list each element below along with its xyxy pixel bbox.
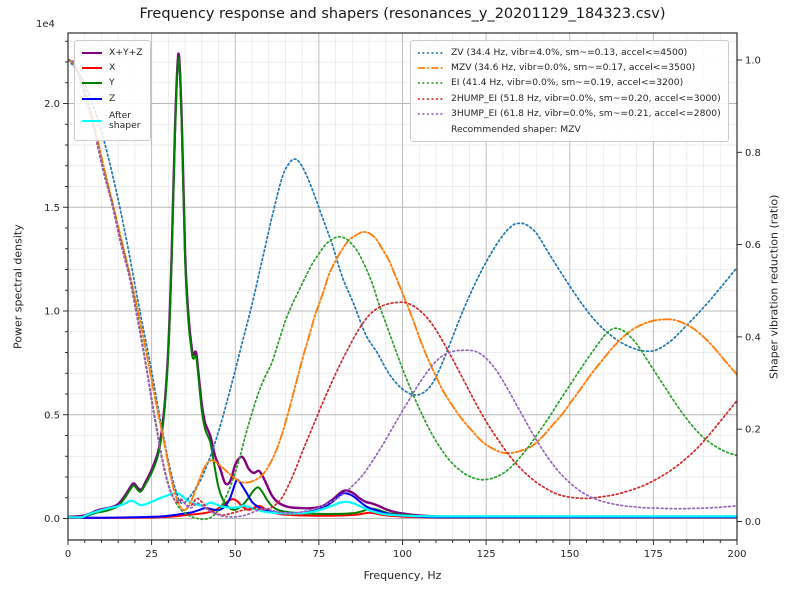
ticks <box>63 40 742 545</box>
legend-item-label: Z <box>109 92 116 104</box>
legend-line-swatch <box>82 82 102 85</box>
y-left-tick-label: 0.0 <box>44 514 60 525</box>
series-3HUMP_EI <box>68 59 737 518</box>
legend-item-label: 2HUMP_EI (51.8 Hz, vibr=0.0%, sm~=0.20, … <box>451 92 721 104</box>
legend-item-2HUMP_EI: 2HUMP_EI (51.8 Hz, vibr=0.0%, sm~=0.20, … <box>418 91 721 106</box>
legend-item-label: After shaper <box>109 109 141 132</box>
legend-line-swatch <box>82 67 102 70</box>
y-right-tick-label: 0.6 <box>745 240 761 251</box>
legend-shapers: ZV (34.4 Hz, vibr=4.0%, sm~=0.13, accel<… <box>410 40 729 143</box>
legend-item-Z: Z <box>82 91 143 106</box>
legend-item-After: After shaper <box>82 107 143 136</box>
x-axis-label: Frequency, Hz <box>363 569 442 582</box>
x-tick-label: 0 <box>65 549 71 560</box>
curves <box>68 52 737 521</box>
y-right-tick-label: 0.2 <box>745 425 761 436</box>
legend-item-X+Y+Z: X+Y+Z <box>82 45 143 60</box>
legend-dash-swatch <box>418 51 444 54</box>
y-right-tick-label: 0.8 <box>745 148 761 159</box>
series-ZV <box>68 59 737 504</box>
y-left-tick-label: 2.0 <box>44 99 60 110</box>
legend-item-EI: EI (41.4 Hz, vibr=0.0%, sm~=0.19, accel<… <box>418 76 721 91</box>
legend-dash-swatch <box>418 97 444 100</box>
recommended-shaper-label: Recommended shaper: MZV <box>451 123 581 135</box>
legend-item-X: X <box>82 60 143 75</box>
legend-item-recommended-shaper: Recommended shaper: MZV <box>418 122 721 137</box>
legend-line-swatch <box>82 51 102 54</box>
legend-item-label: ZV (34.4 Hz, vibr=4.0%, sm~=0.13, accel<… <box>451 46 688 58</box>
legend-dash-swatch <box>418 82 444 85</box>
legend-item-label: EI (41.4 Hz, vibr=0.0%, sm~=0.19, accel<… <box>451 77 684 89</box>
tick-labels: 0 25 50 75 100 125 150 175 200 0.0 0.5 1.0 1.5 2.0 0.0… <box>44 56 761 561</box>
y-right-tick-label: 0.0 <box>745 517 761 528</box>
legend-line-swatch <box>82 120 102 123</box>
y-right-tick-label: 1.0 <box>745 56 761 67</box>
legend-item-Y: Y <box>82 76 143 91</box>
series-Y <box>68 56 737 519</box>
x-tick-label: 125 <box>477 549 496 560</box>
legend-item-label: 3HUMP_EI (61.8 Hz, vibr=0.0%, sm~=0.21, … <box>451 108 721 120</box>
legend-line-swatch <box>82 97 102 100</box>
x-tick-label: 75 <box>313 549 326 560</box>
page-title: Frequency response and shapers (resonanc… <box>139 6 666 22</box>
legend-item-MZV: MZV (34.6 Hz, vibr=0.0%, sm~=0.17, accel… <box>418 60 721 75</box>
legend-item-label: Y <box>109 77 115 89</box>
legend-item-3HUMP_EI: 3HUMP_EI (61.8 Hz, vibr=0.0%, sm~=0.21, … <box>418 107 721 122</box>
x-tick-label: 150 <box>560 549 579 560</box>
legend-dash-swatch <box>418 113 444 116</box>
legend-item-label: X+Y+Z <box>109 46 143 58</box>
series-MZV <box>68 59 737 512</box>
legend-dash-swatch <box>418 67 444 69</box>
y-left-tick-label: 0.5 <box>44 410 60 421</box>
x-tick-label: 200 <box>727 549 746 560</box>
y-axis-label-right: Shaper vibration reduction (ratio) <box>767 194 781 379</box>
legend-item-label: X <box>109 62 116 74</box>
x-tick-label: 50 <box>229 549 242 560</box>
x-tick-label: 100 <box>393 549 412 560</box>
y-axis-offset-label: 1e4 <box>36 19 55 30</box>
x-tick-label: 175 <box>644 549 663 560</box>
y-right-tick-label: 0.4 <box>745 332 761 343</box>
y-left-tick-label: 1.5 <box>44 203 60 214</box>
legend-item-label: MZV (34.6 Hz, vibr=0.0%, sm~=0.17, accel… <box>451 62 696 74</box>
x-tick-label: 25 <box>145 549 158 560</box>
series-X+Y+Z <box>68 52 737 519</box>
legend-item-ZV: ZV (34.4 Hz, vibr=4.0%, sm~=0.13, accel<… <box>418 45 721 60</box>
series-After-shaper <box>68 491 737 519</box>
series-2HUMP_EI <box>68 59 737 516</box>
y-left-tick-label: 1.0 <box>44 307 60 318</box>
y-axis-label-left: Power spectral density <box>11 224 25 349</box>
legend-psd: X+Y+Z X Y Z After shaper <box>74 40 151 141</box>
